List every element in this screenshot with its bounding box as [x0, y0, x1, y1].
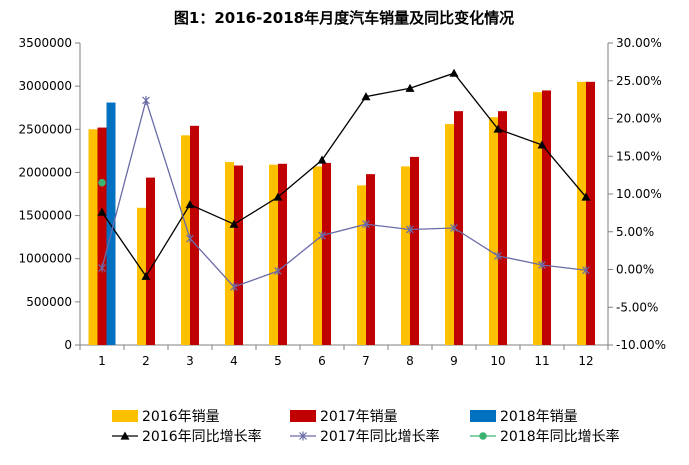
y2-tick-label: 5.00%	[616, 225, 654, 239]
data-point	[538, 260, 546, 270]
legend-marker	[479, 432, 487, 440]
y-tick-label: 3000000	[19, 79, 72, 93]
y-tick-label: 1000000	[19, 252, 72, 266]
x-tick-label: 9	[450, 354, 458, 368]
data-point	[98, 263, 106, 273]
x-tick-label: 12	[578, 354, 593, 368]
x-tick-label: 10	[490, 354, 505, 368]
y2-tick-label: 10.00%	[616, 187, 662, 201]
y-tick-label: 3500000	[19, 36, 72, 50]
bar	[97, 127, 107, 345]
data-point	[582, 265, 590, 275]
bar	[181, 135, 190, 345]
y-tick-label: 2500000	[19, 122, 72, 136]
data-point	[229, 219, 239, 228]
bar	[137, 207, 146, 345]
data-point	[185, 200, 195, 209]
bar	[533, 92, 542, 345]
bar	[234, 165, 243, 345]
series-line	[101, 98, 587, 288]
data-point	[406, 224, 414, 234]
y2-tick-label: 0.00%	[616, 263, 654, 277]
legend-label: 2017年销量	[320, 409, 398, 425]
data-point	[317, 155, 327, 164]
x-tick-label: 11	[534, 354, 549, 368]
y-tick-label: 1500000	[19, 209, 72, 223]
bar	[577, 81, 586, 345]
x-tick-label: 2	[142, 354, 150, 368]
bar	[410, 156, 419, 345]
legend-swatch	[470, 410, 496, 422]
legend-label: 2018年销量	[500, 409, 578, 425]
legend-label: 2018年同比增长率	[500, 428, 620, 445]
data-point	[537, 140, 547, 149]
x-tick-label: 7	[362, 354, 370, 368]
x-tick-label: 6	[318, 354, 326, 368]
bar	[146, 177, 155, 345]
legend: 2016年销量 2017年销量 2018年销量 2016年同比增长率 2017年同比增长…	[112, 409, 620, 445]
bar	[313, 166, 322, 345]
bar	[542, 90, 551, 345]
x-tick-label: 8	[406, 354, 414, 368]
y-tick-label: 0	[64, 338, 72, 352]
bar	[322, 162, 331, 345]
y2-tick-label: -10.00%	[616, 338, 666, 352]
data-point	[493, 124, 503, 133]
legend-marker	[299, 431, 307, 441]
x-tick-label: 5	[274, 354, 282, 368]
legend-label: 2016年同比增长率	[142, 428, 262, 445]
x-tick-label: 3	[186, 354, 194, 368]
data-point	[361, 92, 371, 101]
series-line	[101, 72, 587, 278]
bar	[401, 166, 410, 345]
data-point	[230, 282, 238, 292]
x-tick-label: 4	[230, 354, 238, 368]
data-point	[142, 95, 150, 105]
data-point	[186, 234, 194, 244]
data-point	[581, 192, 591, 201]
bar	[278, 163, 287, 345]
y2-tick-label: 30.00%	[616, 36, 662, 50]
chart-title: 图1：2016-2018年月度汽车销量及同比变化情况	[174, 9, 514, 27]
bar	[106, 102, 116, 345]
y-tick-label: 500000	[26, 295, 72, 309]
data-point	[494, 251, 502, 261]
bar	[88, 129, 98, 345]
y2-tick-label: -5.00%	[616, 300, 658, 314]
y2-tick-label: 15.00%	[616, 149, 662, 163]
bar	[489, 117, 498, 345]
data-point	[362, 219, 370, 229]
data-point	[449, 68, 459, 77]
data-point	[98, 178, 106, 187]
bar	[366, 174, 375, 345]
legend-label: 2017年同比增长率	[320, 428, 440, 445]
bar	[357, 185, 366, 345]
bar	[445, 124, 454, 345]
data-point	[450, 223, 458, 233]
legend-swatch	[112, 410, 138, 422]
bar	[586, 81, 595, 345]
data-point	[405, 83, 415, 92]
bar	[498, 111, 507, 345]
legend-swatch	[290, 410, 316, 422]
legend-label: 2016年销量	[142, 409, 220, 425]
bar	[454, 111, 463, 345]
plot-area: 0 500000 1000000 1500000 2000000 2500000 30000…	[19, 36, 667, 368]
bar	[190, 125, 199, 345]
y2-tick-label: 20.00%	[616, 112, 662, 126]
data-point	[318, 231, 326, 241]
data-point	[274, 266, 282, 276]
data-point	[273, 192, 283, 201]
x-tick-label: 1	[98, 354, 106, 368]
legend-marker	[120, 431, 130, 440]
data-point	[97, 207, 107, 216]
bar	[225, 162, 234, 345]
data-point	[141, 271, 151, 280]
y2-tick-label: 25.00%	[616, 74, 662, 88]
y-tick-label: 2000000	[19, 165, 72, 179]
bar	[269, 164, 278, 345]
